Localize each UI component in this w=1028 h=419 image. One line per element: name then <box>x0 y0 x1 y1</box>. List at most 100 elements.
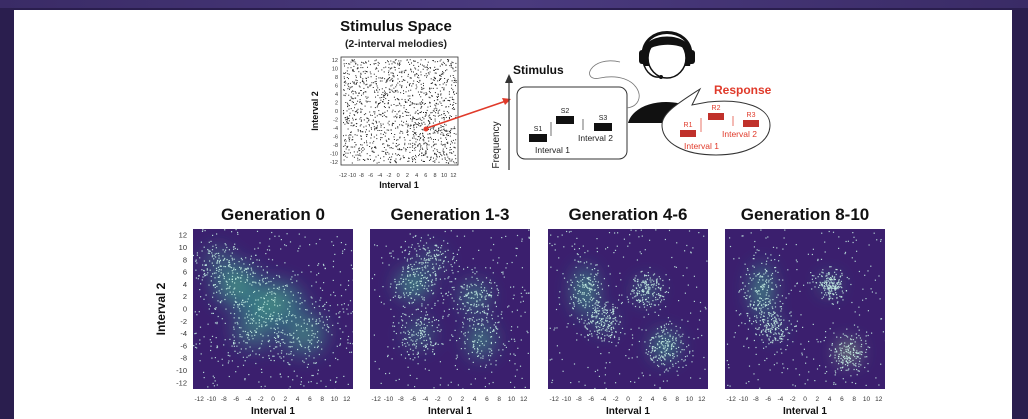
heatmap-point <box>658 293 660 295</box>
heatmap-point <box>862 288 864 290</box>
stimulus-point <box>444 146 446 148</box>
heatmap-point <box>831 279 833 281</box>
heatmap-point <box>858 270 860 273</box>
stimulus-point <box>401 124 403 126</box>
heatmap-point <box>315 281 317 283</box>
heatmap-point <box>821 292 823 294</box>
heatmap-point <box>390 255 392 257</box>
stimulus-point <box>433 80 435 81</box>
heatmap-point <box>643 316 645 318</box>
heatmap-point <box>398 378 400 380</box>
heatmap-point <box>770 328 772 330</box>
stimulus-point <box>435 110 437 111</box>
heatmap-point <box>268 341 270 343</box>
heatmap-point <box>254 272 256 274</box>
stimulus-point <box>397 153 399 155</box>
stimulus-point <box>418 136 420 138</box>
heatmap-point <box>583 299 586 301</box>
heatmap-point <box>257 247 259 249</box>
stimulus-point <box>420 83 422 85</box>
heatmap-point <box>776 296 778 298</box>
heatmap-point <box>408 253 410 255</box>
heatmap-point <box>429 275 432 277</box>
heatmap-point <box>228 264 230 266</box>
stimulus-point <box>432 160 434 162</box>
stimulus-point <box>384 78 386 80</box>
heatmap-point <box>429 337 431 339</box>
heatmap-point <box>265 318 267 320</box>
heatmap-point <box>638 340 640 343</box>
heatmap-point <box>290 351 292 353</box>
stimulus-point <box>442 148 444 150</box>
heatmap-point <box>603 325 605 327</box>
heatmap-point <box>254 330 256 332</box>
heatmap-point <box>783 367 785 369</box>
heatmap-point <box>581 284 584 286</box>
heatmap-point <box>317 373 319 375</box>
heatmap-point <box>595 280 597 283</box>
heatmap-point <box>218 268 220 271</box>
stimulus-point <box>381 130 383 131</box>
stimulus-point <box>421 119 423 121</box>
heatmap-point <box>782 303 784 305</box>
heatmap-point <box>688 344 690 346</box>
stimulus-point <box>451 108 453 110</box>
stimulus-point <box>433 128 435 130</box>
stimulus-point <box>408 112 410 114</box>
heatmap-point <box>687 284 689 286</box>
heatmap-point <box>453 289 455 291</box>
heatmap-point <box>762 279 764 281</box>
stimulus-y-tick: -10 <box>330 152 338 158</box>
heatmap-point <box>476 271 478 273</box>
heatmap-point <box>219 265 221 267</box>
stimulus-point <box>371 148 373 150</box>
heatmap-point <box>234 243 236 245</box>
heatmap-point <box>642 291 644 293</box>
heatmap-point <box>645 298 647 300</box>
stimulus-point <box>388 100 390 101</box>
heatmap-point <box>766 279 768 281</box>
heatmap-point <box>680 342 682 344</box>
heatmap-point <box>301 302 303 304</box>
heatmap-point <box>249 283 251 285</box>
stimulus-point <box>445 106 447 108</box>
heatmap-point <box>784 229 786 231</box>
heatmap-point <box>427 252 429 254</box>
stimulus-point <box>443 129 445 131</box>
heatmap-point <box>247 332 249 334</box>
heatmap-point <box>246 342 248 344</box>
heatmap-point <box>467 293 470 295</box>
stimulus-point <box>345 148 347 150</box>
stimulus-point <box>345 142 347 144</box>
heatmap-point <box>774 320 777 322</box>
stimulus-point <box>443 134 445 136</box>
heatmap-point <box>762 320 764 322</box>
heatmap-point <box>218 270 220 272</box>
heatmap-point <box>421 333 423 335</box>
heatmap-point <box>562 273 564 275</box>
heatmap-point <box>337 322 339 324</box>
heatmap-point <box>398 346 400 348</box>
heatmap-point <box>666 380 668 382</box>
heatmap-point <box>686 267 688 269</box>
heatmap-point <box>293 341 295 343</box>
stimulus-point <box>357 108 359 110</box>
heatmap-point <box>672 337 674 339</box>
heatmap-point <box>498 336 500 338</box>
heatmap-point <box>494 282 496 284</box>
stimulus-point <box>409 85 410 87</box>
stimulus-point <box>371 115 373 116</box>
heatmap-point <box>479 345 481 347</box>
heatmap-point <box>427 279 429 282</box>
heatmap-point <box>613 312 615 315</box>
stimulus-point <box>394 67 396 68</box>
heatmap-point <box>594 309 596 311</box>
heatmap-point <box>342 250 344 252</box>
heatmap-point <box>610 312 612 314</box>
heatmap-point <box>346 308 348 310</box>
stimulus-point <box>429 87 430 89</box>
stimulus-point <box>420 91 422 93</box>
heatmap-point <box>632 297 634 299</box>
heatmap-point <box>811 275 813 277</box>
heatmap-point <box>562 370 564 372</box>
